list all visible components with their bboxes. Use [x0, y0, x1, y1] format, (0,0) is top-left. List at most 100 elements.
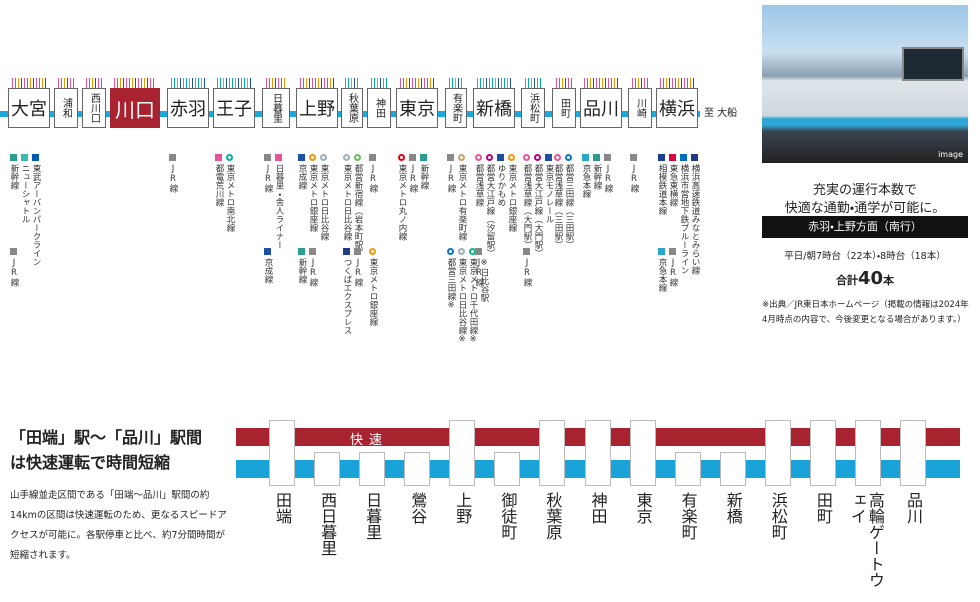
total: 合計40本	[762, 268, 968, 289]
local-stop	[674, 452, 701, 486]
line-name: 都営三田線（三田駅）	[564, 164, 574, 249]
station-name: 西川口	[88, 93, 100, 123]
line-name: 新幹線	[297, 258, 307, 284]
line-name: 京成線	[297, 164, 307, 190]
station: 田町	[552, 88, 576, 128]
line-name: 横浜市営地下鉄ブルーライン	[679, 164, 689, 275]
line-name: 東京メトロ日比谷線	[342, 164, 352, 241]
section-heading: は快速運転で時間短縮	[10, 453, 171, 472]
line-name: 新幹線	[9, 164, 19, 190]
line-name: 東京メトロ千代田線※	[468, 258, 478, 345]
line-marker	[169, 154, 176, 161]
station-name: 横浜	[659, 99, 695, 120]
line-name: 都営大江戸線（汐留駅）	[485, 164, 495, 258]
line-name: JR線	[446, 164, 456, 193]
station-name: 王子	[216, 99, 252, 120]
station-name: 新橋	[476, 99, 512, 120]
station-name: 赤羽	[170, 99, 206, 120]
stop-name: 鶯谷	[408, 492, 428, 524]
line-marker	[604, 154, 611, 161]
line-stripe	[86, 78, 102, 88]
station: 王子	[213, 88, 255, 128]
line-name: 横浜高速鉄道みなとみらい線	[690, 164, 700, 275]
station-name: 秋葉原	[346, 93, 358, 123]
station-name: 川口	[115, 97, 155, 122]
line-name: 京急本線	[657, 258, 667, 292]
line-stripe	[345, 78, 359, 88]
line-marker	[215, 154, 222, 161]
line-stripe	[58, 78, 74, 88]
station: 赤羽	[167, 88, 209, 128]
line-stripe	[114, 78, 156, 88]
line-marker	[320, 154, 327, 161]
station-name: 神田	[373, 98, 385, 118]
line-name: 都電荒川線	[214, 164, 224, 207]
line-name: 都営浅草線（大門駅）	[522, 164, 532, 249]
line-name: 相模鉄道本線	[657, 164, 667, 215]
line-marker	[10, 248, 17, 255]
section-heading: 「田端」駅〜「品川」駅間	[10, 428, 203, 447]
station: 浦和	[54, 88, 78, 128]
stop-name: 秋葉原	[543, 492, 563, 540]
line-name: JR線	[353, 258, 363, 287]
stop-name: 日暮里	[363, 492, 383, 540]
total-number: 40	[857, 268, 884, 289]
line-name: JR線	[9, 258, 19, 287]
station-name: 日暮里	[270, 93, 282, 123]
station-name: 浦和	[60, 98, 72, 118]
stop-name: 高輪ゲートウェイ	[847, 492, 885, 588]
line-stripe	[477, 78, 511, 88]
line-marker	[658, 154, 665, 161]
line-marker	[298, 154, 305, 161]
stop-name: 田端	[273, 492, 292, 524]
section-body: 山手線並走区間である「田端〜品川」駅間の約14kmの区間は快速運転のため、更なる…	[10, 490, 227, 561]
line-marker	[32, 154, 39, 161]
line-marker	[343, 154, 350, 161]
line-name: 都営浅草線（三田駅）	[553, 164, 563, 249]
photo: image	[762, 5, 968, 163]
line-marker	[582, 154, 589, 161]
line-stripe	[556, 78, 572, 88]
line-marker	[264, 248, 271, 255]
line-marker	[354, 154, 361, 161]
line-name: 都営大江戸線（大門駅）	[533, 164, 543, 258]
schedule: 平日/朝7時台（22本）・8時台（18本）	[784, 251, 946, 262]
line-marker	[264, 154, 271, 161]
station-name: 上野	[299, 99, 335, 120]
local-stop	[494, 452, 521, 486]
line-marker	[593, 154, 600, 161]
line-marker	[309, 154, 316, 161]
line-marker	[508, 154, 515, 161]
local-stop	[404, 452, 431, 486]
line-marker	[691, 154, 698, 161]
line-name: 東京メトロ日比谷線※	[457, 258, 467, 345]
station-name: 浜松町	[527, 93, 539, 123]
destination: 至 大船	[704, 108, 738, 119]
line-marker	[369, 154, 376, 161]
line-marker	[447, 248, 454, 255]
line-marker	[630, 154, 637, 161]
line-name: 東武アーバンパークライン	[31, 164, 41, 266]
line-name: 東京メトロ南北線	[225, 164, 235, 232]
line-name: ※日比谷駅	[479, 258, 489, 302]
line-stripe	[12, 78, 46, 88]
line-name: 日暮里・舎人ライナー	[274, 164, 284, 249]
line-marker	[486, 154, 493, 161]
line-name: JR線	[408, 164, 418, 193]
station-name: 大宮	[11, 99, 47, 120]
line-name: 京急本線	[581, 164, 591, 198]
line-marker	[354, 248, 361, 255]
rapid-stop	[269, 420, 295, 486]
line-stripe	[266, 78, 286, 88]
total-prefix: 合計	[835, 274, 858, 287]
line-stripe	[660, 78, 694, 88]
line-marker	[658, 248, 665, 255]
line-name: JR線	[474, 258, 484, 287]
line-marker	[523, 154, 530, 161]
line-stripe	[400, 78, 434, 88]
station: 有楽町	[445, 88, 467, 128]
line-name: 東京メトロ丸ノ内線	[397, 164, 407, 241]
line-name: 東京メトロ銀座線	[308, 164, 318, 232]
station: 西川口	[82, 88, 106, 128]
line-name: JR線	[629, 164, 639, 193]
